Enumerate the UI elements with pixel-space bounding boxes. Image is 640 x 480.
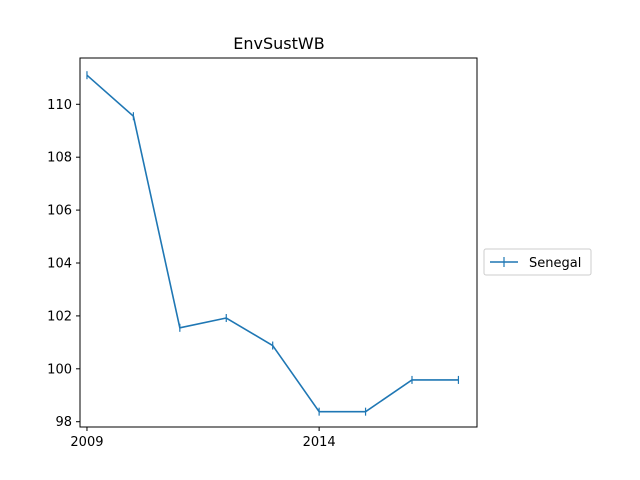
series-line-senegal [86,74,459,413]
y-tick-label: 100 [47,362,72,377]
legend-label-senegal: Senegal [529,256,581,271]
y-axis: 98 100 102 104 106 108 110 [47,98,80,430]
y-tick-label: 110 [47,98,72,113]
x-tick-label: 2014 [303,435,336,450]
x-tick-label: 2009 [70,435,103,450]
series-layer [86,71,460,416]
legend: Senegal [483,248,592,276]
y-tick-label: 104 [47,257,72,272]
plot-frame [79,57,478,428]
y-tick-label: 108 [47,151,72,166]
y-tick-label: 98 [55,415,72,430]
legend-box [483,248,592,276]
y-tick-label: 102 [47,309,72,324]
chart-title: EnvSustWB [233,34,324,53]
x-axis: 2009 2014 [70,427,336,450]
y-tick-label: 106 [47,204,72,219]
